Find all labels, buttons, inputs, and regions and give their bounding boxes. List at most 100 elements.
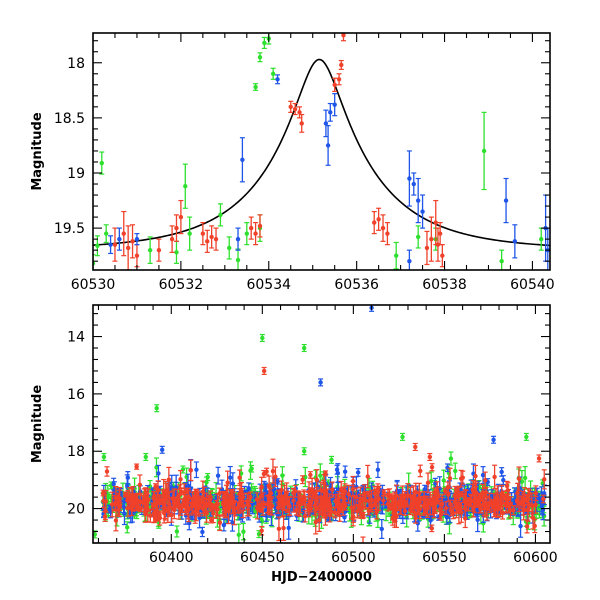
baseline-point-red <box>321 473 327 493</box>
data-point-green-8 <box>217 203 223 227</box>
baseline-point-red <box>258 505 264 513</box>
bottom-x-tick-label: 60400 <box>149 550 194 566</box>
data-point-red-2 <box>125 225 131 270</box>
baseline-point-red <box>280 494 286 503</box>
baseline-point-red <box>462 489 468 509</box>
data-point-green-16 <box>270 67 276 80</box>
baseline-point-blue <box>499 467 505 477</box>
baseline-point-blue <box>286 516 292 540</box>
baseline-point-red <box>216 487 222 500</box>
data-point-red-0 <box>112 227 118 262</box>
data-point-green-0 <box>99 151 105 175</box>
baseline-point-red <box>372 500 378 508</box>
baseline-point-red <box>281 515 287 541</box>
outlier-point-1 <box>259 333 265 343</box>
baseline-point-red <box>117 486 123 512</box>
baseline-point-red <box>402 493 408 501</box>
data-point-red-8 <box>178 199 184 235</box>
baseline-point-green <box>174 525 180 538</box>
baseline-point-red <box>171 500 177 520</box>
baseline-point-red <box>453 501 459 513</box>
baseline-point-red <box>507 502 513 519</box>
top-y-axis-label: Magnitude <box>30 112 45 191</box>
data-point-red-7 <box>173 214 179 242</box>
baseline-point-red <box>214 502 220 517</box>
data-point-red-5 <box>156 238 162 262</box>
baseline-point-red <box>259 476 265 497</box>
data-point-green-4 <box>147 236 153 264</box>
bottom-y-tick-label: 16 <box>67 387 85 403</box>
baseline-point-red <box>184 487 190 495</box>
baseline-point-red <box>225 470 231 495</box>
baseline-point-red <box>380 495 386 506</box>
baseline-point-red <box>104 466 110 477</box>
outlier-point-10 <box>400 432 406 441</box>
baseline-point-blue <box>227 465 233 490</box>
baseline-point-red <box>387 503 393 510</box>
outlier-point-13 <box>412 442 418 451</box>
outlier-point-6 <box>159 445 165 454</box>
baseline-point-red <box>247 491 253 504</box>
baseline-point-red <box>284 490 290 513</box>
baseline-point-red <box>177 484 183 505</box>
data-point-red-10 <box>204 229 210 253</box>
baseline-point-red <box>366 490 372 498</box>
baseline-point-green <box>448 451 454 466</box>
baseline-point-red <box>425 472 431 494</box>
baseline-point-green <box>317 463 323 488</box>
data-point-green-9 <box>226 236 232 260</box>
data-point-red-9 <box>200 222 206 246</box>
baseline-point-red <box>482 471 488 490</box>
baseline-point-red <box>338 503 344 514</box>
baseline-point-red <box>301 489 307 504</box>
baseline-point-red <box>477 504 483 514</box>
baseline-point-red <box>302 509 308 523</box>
top-x-tick-label: 60532 <box>159 277 204 293</box>
baseline-point-red <box>196 495 202 517</box>
baseline-point-red <box>208 516 214 524</box>
baseline-point-red <box>312 495 318 516</box>
baseline-point-blue <box>111 477 117 491</box>
baseline-point-red <box>272 466 278 488</box>
data-point-red-11 <box>209 225 215 249</box>
data-point-green-13 <box>261 36 267 50</box>
baseline-point-red <box>221 501 227 515</box>
bottom-panel: 60400 60450 60500 60550 60600 14 16 18 20 Magnitu… <box>30 304 558 585</box>
baseline-point-red <box>375 483 381 501</box>
baseline-point-green <box>124 521 130 534</box>
baseline-point-red <box>329 481 335 498</box>
baseline-point-green <box>452 462 458 480</box>
bottom-x-tick-label: 60500 <box>331 550 376 566</box>
baseline-point-red <box>350 475 356 487</box>
bottom-y-tick-label: 20 <box>67 502 85 518</box>
baseline-point-red <box>135 492 141 509</box>
data-point-blue-6 <box>323 109 329 138</box>
data-point-green-10 <box>235 248 241 270</box>
baseline-point-red <box>152 511 158 523</box>
baseline-point-red <box>530 506 536 530</box>
bottom-y-axis-label: Magnitude <box>30 385 45 464</box>
baseline-point-blue <box>334 464 340 475</box>
baseline-point-red <box>217 514 223 532</box>
baseline-point-red <box>493 487 499 509</box>
outlier-point-16 <box>329 455 335 464</box>
baseline-point-green <box>236 523 242 543</box>
baseline-point-red <box>137 474 143 496</box>
baseline-point-red <box>518 495 524 510</box>
data-point-blue-10 <box>406 150 412 207</box>
baseline-point-blue <box>355 468 361 477</box>
outlier-point-8 <box>101 452 107 462</box>
baseline-point-red <box>515 482 521 504</box>
data-point-red-24 <box>371 210 377 235</box>
baseline-point-red <box>481 490 487 516</box>
bottom-plot-area <box>93 305 547 543</box>
baseline-point-green <box>522 466 528 490</box>
data-point-red-14 <box>253 222 259 246</box>
baseline-point-red <box>541 469 547 490</box>
top-plot-area <box>93 33 550 270</box>
bottom-x-tick-label: 60550 <box>422 550 467 566</box>
baseline-point-red <box>333 493 339 508</box>
baseline-point-red <box>276 516 282 542</box>
baseline-point-red <box>492 464 498 490</box>
